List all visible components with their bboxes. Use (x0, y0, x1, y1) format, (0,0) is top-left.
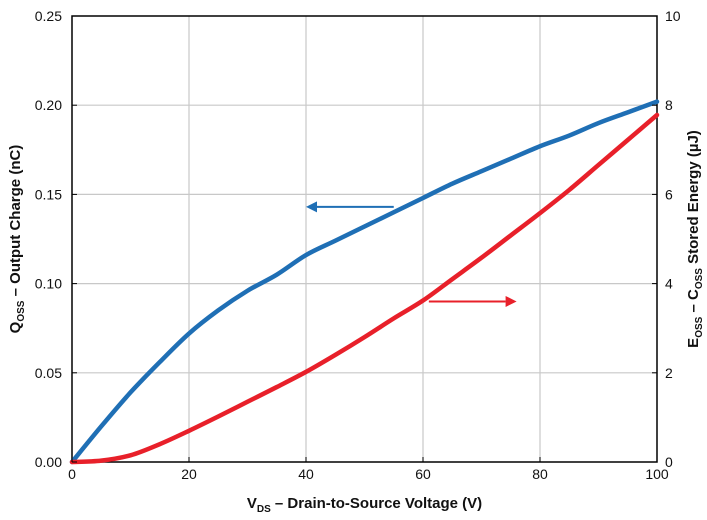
x-axis-title: VDS – Drain-to-Source Voltage (V) (247, 495, 482, 515)
annotation-arrow (428, 295, 517, 307)
y-left-tick-label: 0.05 (35, 365, 62, 381)
y-left-tick-label: 0.20 (35, 97, 62, 113)
x-tick-label: 40 (298, 466, 314, 482)
grid (72, 16, 657, 462)
y-right-tick-label: 8 (665, 97, 673, 113)
x-axis-ticks: 0 20 40 60 80 100 (68, 457, 669, 482)
annotation-arrow-head (306, 201, 317, 213)
y-right-tick-label: 10 (665, 8, 681, 24)
x-tick-label: 20 (181, 466, 197, 482)
plot-frame (71, 15, 658, 463)
y-left-tick-label: 0.10 (35, 276, 62, 292)
annotation-arrow (306, 201, 394, 213)
y-right-axis-title: EOSS – COSS Stored Energy (µJ) (685, 130, 705, 348)
y-right-tick-label: 2 (665, 365, 673, 381)
annotation-layer (306, 201, 517, 307)
annotation-arrow-head (505, 295, 517, 307)
x-tick-label: 0 (68, 466, 76, 482)
y-right-tick-label: 0 (665, 454, 673, 470)
y-left-tick-label: 0.00 (35, 454, 62, 470)
y-left-axis-title: QOSS – Output Charge (nC) (7, 145, 27, 334)
y-right-tick-label: 4 (665, 276, 673, 292)
y-right-tick-label: 6 (665, 186, 673, 202)
x-tick-label: 80 (532, 466, 548, 482)
y-left-axis-ticks: 0.00 0.05 0.10 0.15 0.20 0.25 (35, 8, 77, 470)
series-line-eoss (69, 112, 660, 465)
y-left-tick-label: 0.25 (35, 8, 62, 24)
series-layer (69, 99, 660, 465)
x-tick-label: 60 (415, 466, 431, 482)
y-left-tick-label: 0.15 (35, 186, 62, 202)
y-right-axis-ticks: 0 2 4 6 8 10 (652, 8, 681, 470)
x-tick-label: 100 (645, 466, 669, 482)
series-line-qoss (69, 99, 660, 465)
